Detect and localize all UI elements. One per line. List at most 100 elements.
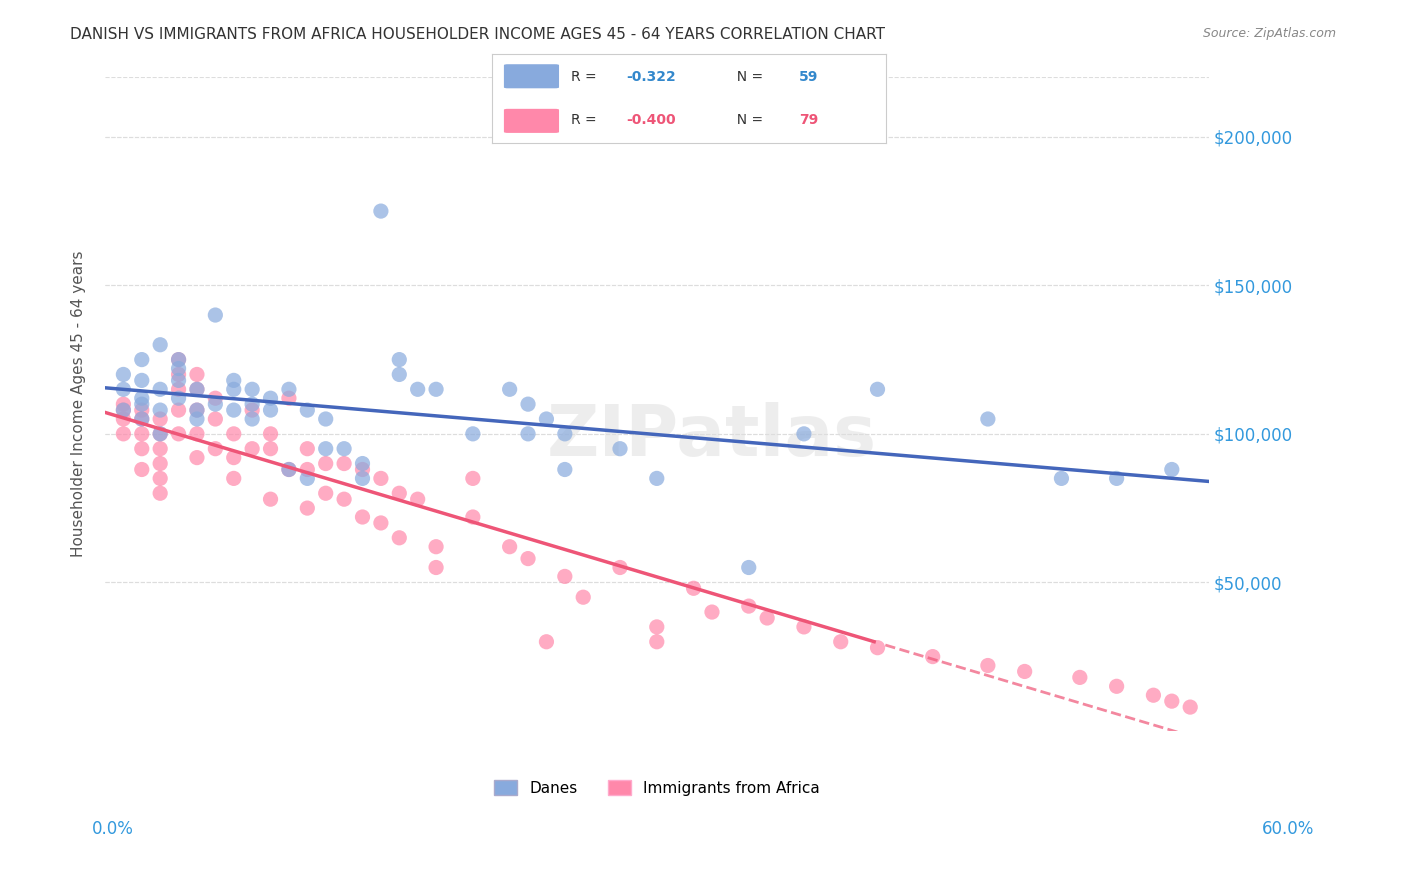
Point	[1014, 665, 1036, 679]
Point	[977, 658, 1000, 673]
Point	[333, 492, 356, 507]
Text: 79: 79	[799, 112, 818, 127]
Point	[1180, 700, 1202, 714]
Point	[222, 382, 245, 396]
Point	[352, 457, 374, 471]
Point	[112, 382, 135, 396]
Point	[186, 368, 208, 382]
Point	[756, 611, 779, 625]
Point	[333, 457, 356, 471]
Point	[1050, 471, 1073, 485]
Point	[167, 391, 190, 405]
Text: -0.400: -0.400	[626, 112, 675, 127]
Point	[259, 403, 281, 417]
Point	[131, 412, 153, 426]
Point	[793, 426, 815, 441]
Point	[186, 382, 208, 396]
Point	[370, 471, 392, 485]
Point	[259, 442, 281, 456]
Point	[240, 442, 263, 456]
Point	[1142, 688, 1164, 702]
Point	[297, 403, 319, 417]
Point	[149, 412, 172, 426]
Point	[572, 591, 595, 605]
Point	[425, 382, 447, 396]
Text: N =: N =	[728, 112, 768, 127]
Point	[645, 471, 668, 485]
Point	[112, 403, 135, 417]
Point	[204, 308, 226, 322]
FancyBboxPatch shape	[503, 109, 560, 133]
Point	[388, 531, 411, 545]
Point	[167, 361, 190, 376]
Text: DANISH VS IMMIGRANTS FROM AFRICA HOUSEHOLDER INCOME AGES 45 - 64 YEARS CORRELATI: DANISH VS IMMIGRANTS FROM AFRICA HOUSEHO…	[70, 27, 886, 42]
Legend: Danes, Immigrants from Africa: Danes, Immigrants from Africa	[488, 773, 825, 802]
Point	[149, 442, 172, 456]
Text: N =: N =	[728, 70, 768, 84]
Y-axis label: Householder Income Ages 45 - 64 years: Householder Income Ages 45 - 64 years	[72, 251, 86, 558]
Point	[297, 501, 319, 516]
Point	[167, 403, 190, 417]
Point	[866, 640, 889, 655]
Point	[222, 450, 245, 465]
Point	[167, 426, 190, 441]
Point	[738, 560, 761, 574]
Point	[277, 462, 299, 476]
Point	[131, 373, 153, 387]
Point	[352, 471, 374, 485]
Point	[297, 442, 319, 456]
Point	[866, 382, 889, 396]
Point	[333, 442, 356, 456]
Point	[240, 382, 263, 396]
Point	[131, 412, 153, 426]
Point	[297, 462, 319, 476]
Point	[112, 368, 135, 382]
Point	[609, 560, 631, 574]
Text: -0.322: -0.322	[626, 70, 676, 84]
Point	[259, 492, 281, 507]
Point	[554, 426, 576, 441]
Point	[131, 403, 153, 417]
Point	[149, 471, 172, 485]
Point	[259, 426, 281, 441]
Text: 59: 59	[799, 70, 818, 84]
Point	[1160, 694, 1182, 708]
Point	[461, 510, 484, 524]
Point	[536, 412, 558, 426]
Point	[131, 352, 153, 367]
Point	[645, 620, 668, 634]
Point	[131, 462, 153, 476]
Point	[498, 540, 520, 554]
Point	[112, 403, 135, 417]
Point	[645, 634, 668, 648]
Text: 60.0%: 60.0%	[1263, 821, 1315, 838]
Point	[131, 391, 153, 405]
Point	[112, 412, 135, 426]
Point	[149, 426, 172, 441]
Point	[149, 486, 172, 500]
Point	[830, 634, 852, 648]
Point	[700, 605, 723, 619]
Point	[517, 551, 540, 566]
Text: Source: ZipAtlas.com: Source: ZipAtlas.com	[1202, 27, 1336, 40]
Point	[1160, 462, 1182, 476]
Point	[167, 352, 190, 367]
Point	[131, 426, 153, 441]
Point	[186, 412, 208, 426]
Point	[388, 352, 411, 367]
Point	[1105, 471, 1128, 485]
Point	[388, 368, 411, 382]
Point	[315, 442, 337, 456]
Point	[240, 403, 263, 417]
Point	[370, 516, 392, 530]
Point	[277, 462, 299, 476]
Point	[977, 412, 1000, 426]
Point	[149, 426, 172, 441]
Point	[315, 412, 337, 426]
Point	[186, 426, 208, 441]
Point	[277, 391, 299, 405]
Point	[297, 471, 319, 485]
Point	[425, 540, 447, 554]
Point	[240, 397, 263, 411]
Text: ZIPatlas: ZIPatlas	[547, 402, 877, 471]
